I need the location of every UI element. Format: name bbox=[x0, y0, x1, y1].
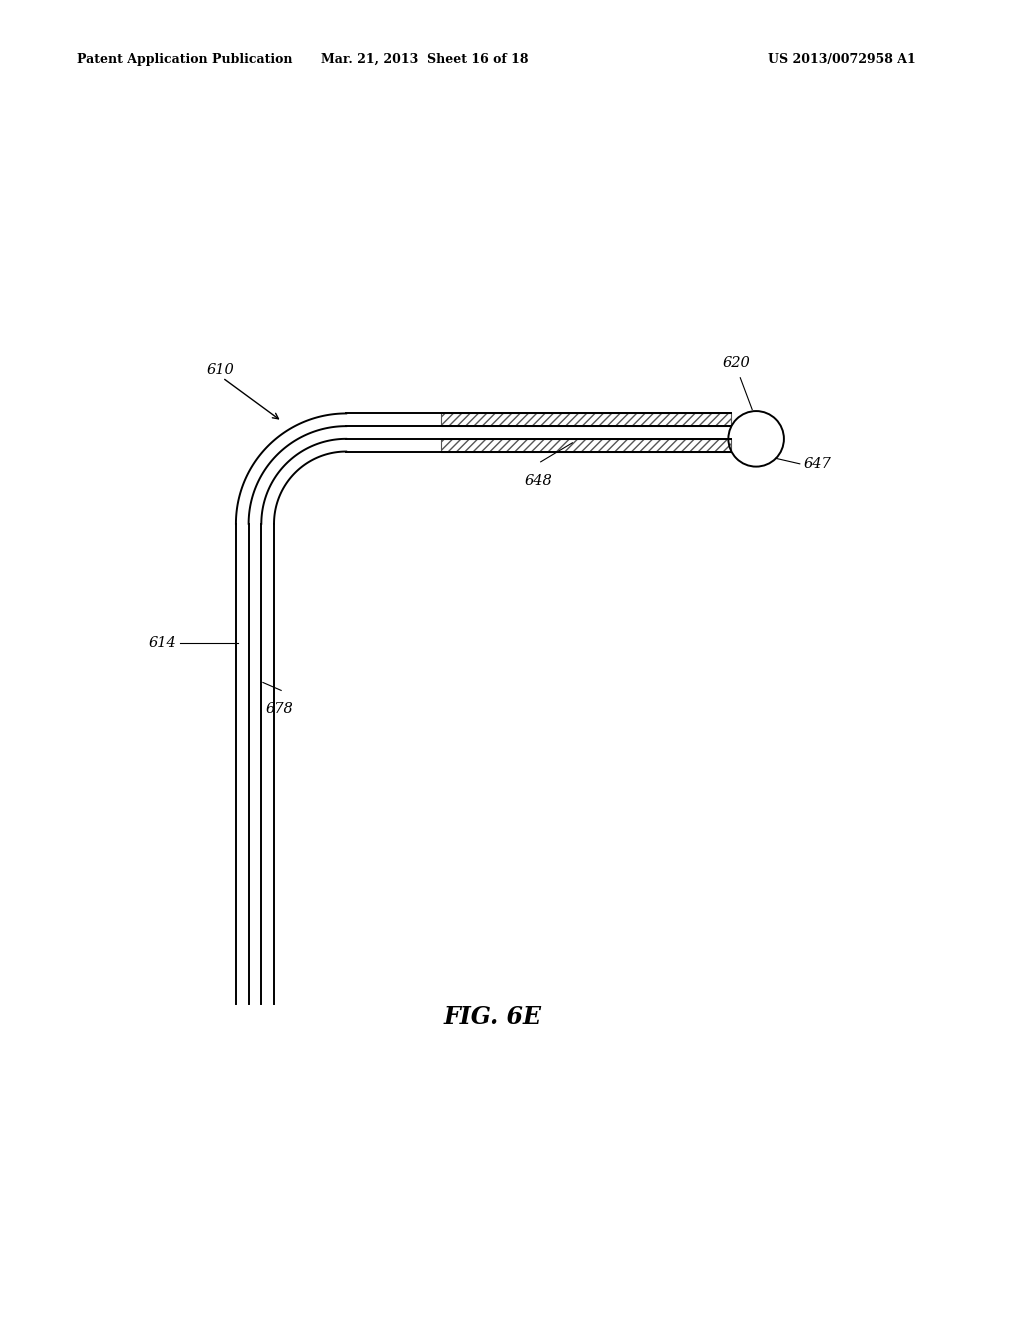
Bar bbox=[441, 438, 731, 451]
Text: Patent Application Publication: Patent Application Publication bbox=[77, 53, 292, 66]
Bar bbox=[441, 413, 731, 426]
Text: 610: 610 bbox=[207, 363, 234, 376]
Text: US 2013/0072958 A1: US 2013/0072958 A1 bbox=[768, 53, 915, 66]
Text: 678: 678 bbox=[265, 702, 293, 717]
Text: 648: 648 bbox=[524, 474, 553, 488]
Text: Mar. 21, 2013  Sheet 16 of 18: Mar. 21, 2013 Sheet 16 of 18 bbox=[322, 53, 528, 66]
Text: 620: 620 bbox=[722, 356, 751, 370]
Text: FIG. 6E: FIG. 6E bbox=[444, 1006, 542, 1030]
Text: 614: 614 bbox=[148, 636, 176, 649]
Text: 647: 647 bbox=[804, 457, 831, 471]
